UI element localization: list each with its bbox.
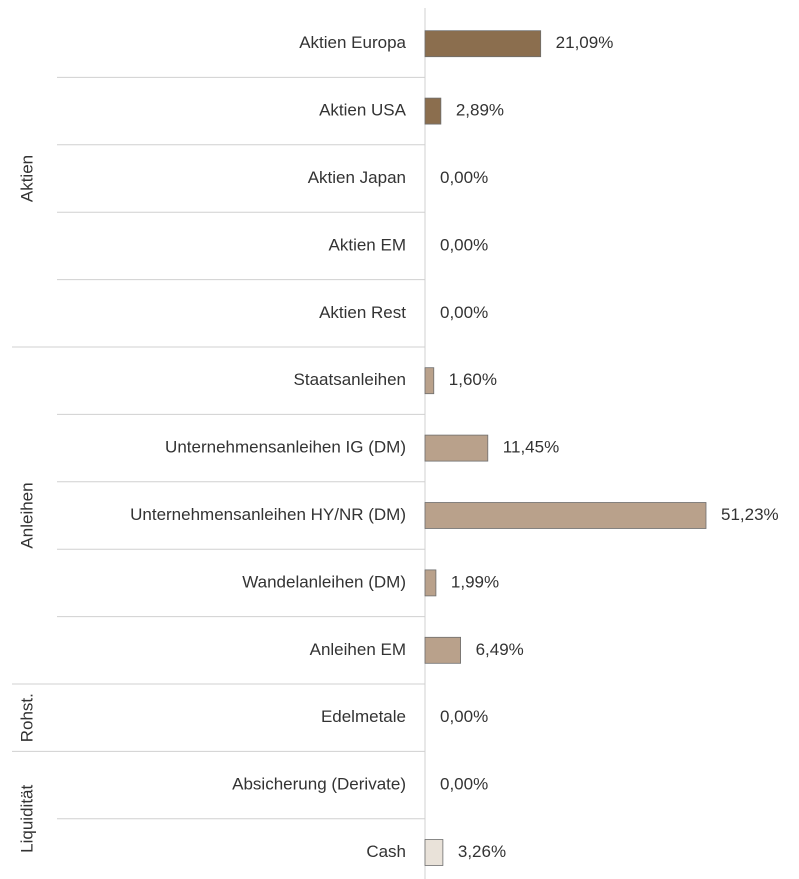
category-label: Unternehmensanleihen HY/NR (DM): [130, 505, 406, 524]
value-label: 3,26%: [458, 842, 506, 861]
value-label: 0,00%: [440, 235, 488, 254]
bar: [424, 569, 437, 597]
bar: [424, 367, 435, 395]
category-label: Aktien USA: [319, 101, 407, 120]
value-label: 21,09%: [556, 33, 614, 52]
category-label: Aktien Japan: [308, 168, 406, 187]
group-label: Anleihen: [17, 482, 36, 548]
value-label: 0,00%: [440, 775, 488, 794]
category-label: Anleihen EM: [310, 640, 406, 659]
value-label: 6,49%: [476, 640, 524, 659]
category-label: Absicherung (Derivate): [232, 775, 406, 794]
bar: [424, 636, 461, 664]
bar: [424, 839, 444, 866]
category-label: Edelmetale: [321, 707, 406, 726]
category-label: Aktien Europa: [299, 33, 406, 52]
value-label: 1,60%: [449, 370, 497, 389]
category-label: Cash: [366, 842, 406, 861]
category-label: Wandelanleihen (DM): [242, 572, 406, 591]
group-label: Liquidität: [17, 785, 36, 853]
category-label: Aktien Rest: [319, 303, 406, 322]
bar: [424, 434, 489, 462]
value-label: 51,23%: [721, 505, 779, 524]
bar: [424, 30, 542, 58]
bar: [424, 97, 442, 125]
group-label: Rohst.: [17, 693, 36, 742]
value-label: 0,00%: [440, 168, 488, 187]
value-label: 0,00%: [440, 303, 488, 322]
group-label: Aktien: [17, 155, 36, 202]
value-label: 11,45%: [503, 438, 559, 457]
category-label: Unternehmensanleihen IG (DM): [165, 438, 406, 457]
category-label: Aktien EM: [329, 235, 406, 254]
value-label: 0,00%: [440, 707, 488, 726]
value-label: 2,89%: [456, 101, 504, 120]
category-label: Staatsanleihen: [294, 370, 406, 389]
value-label: 1,99%: [451, 572, 499, 591]
bar: [424, 502, 707, 529]
